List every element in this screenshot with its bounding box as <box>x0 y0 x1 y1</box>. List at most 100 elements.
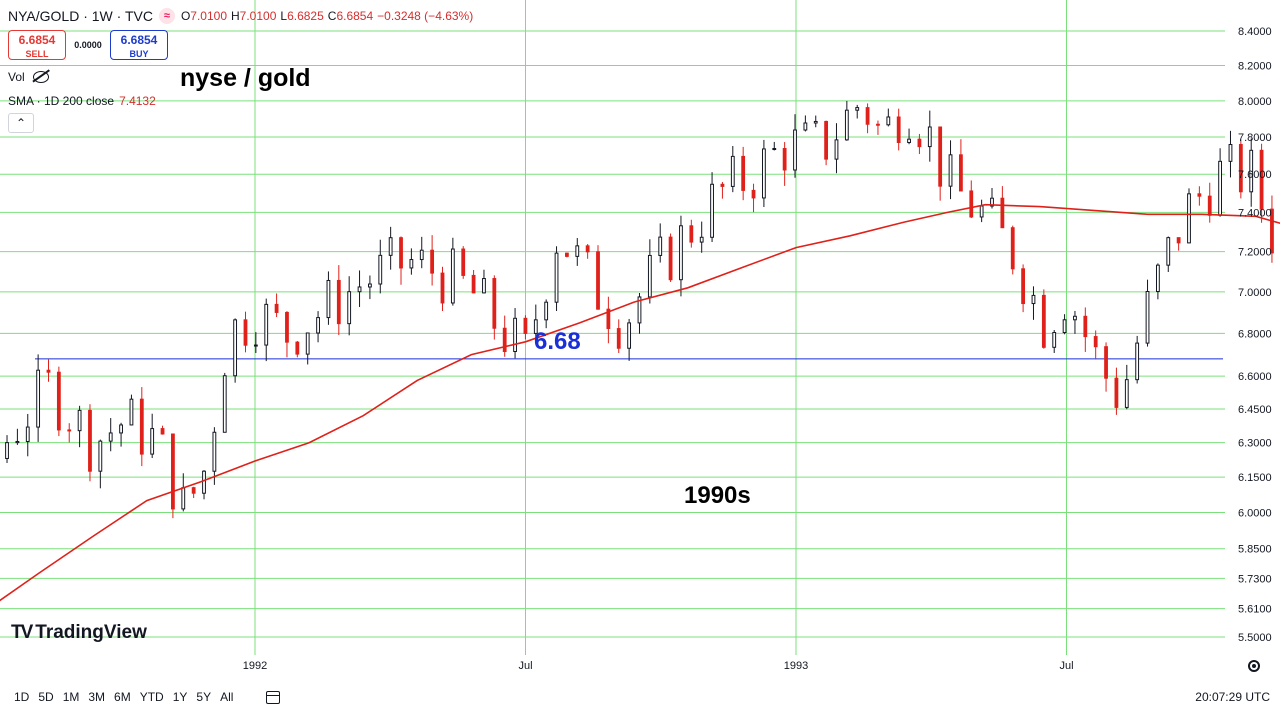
x-tick-label: 1993 <box>784 660 808 672</box>
sell-price: 6.6854 <box>18 33 56 47</box>
compare-icon[interactable]: ≈ <box>158 8 175 24</box>
candle-body <box>647 254 652 298</box>
sell-label: SELL <box>25 49 49 59</box>
candle-body <box>1270 208 1274 254</box>
candle <box>285 311 289 358</box>
range-button-ytd[interactable]: YTD <box>139 690 164 704</box>
candle-body <box>326 279 331 319</box>
range-button-6m[interactable]: 6M <box>114 690 131 704</box>
eye-hidden-icon[interactable] <box>32 71 49 83</box>
sell-button[interactable]: 6.6854 SELL <box>8 30 66 60</box>
y-tick-label: 7.2000 <box>1238 247 1272 259</box>
utc-clock: 20:07:29 UTC <box>1195 690 1270 704</box>
candle-body <box>585 245 590 253</box>
tradingview-logo[interactable]: TV TradingView <box>11 622 147 644</box>
candle-body <box>1114 377 1119 408</box>
candle-body <box>1010 227 1015 270</box>
candle <box>876 120 880 135</box>
sma-indicator-legend[interactable]: SMA · 1D 200 close 7.4132 <box>8 94 156 108</box>
candle <box>150 413 155 459</box>
candle-body <box>285 311 289 343</box>
candle <box>834 123 839 174</box>
volume-indicator-legend[interactable]: Vol <box>8 70 49 84</box>
candle <box>98 439 103 489</box>
candle <box>1083 307 1088 352</box>
candle-body <box>67 429 72 432</box>
candle <box>5 435 9 464</box>
range-button-1d[interactable]: 1D <box>14 690 30 704</box>
candle-body <box>990 197 994 207</box>
candle <box>585 244 590 259</box>
candle <box>129 394 134 426</box>
candle <box>1031 286 1036 320</box>
candle <box>1228 130 1233 178</box>
range-button-5y[interactable]: 5Y <box>196 690 212 704</box>
candle-body <box>181 487 186 510</box>
sma-label: SMA · 1D 200 close <box>8 94 115 108</box>
candle-body <box>616 328 621 349</box>
candle <box>119 422 123 447</box>
time-axis[interactable]: Jul1992Jul1993Jul1994Jul1995Jul <box>0 660 1280 672</box>
candle-body <box>1104 346 1108 379</box>
candle-body <box>274 303 279 313</box>
candle <box>523 315 528 340</box>
x-tick-label: Jul <box>518 660 532 672</box>
chevron-up-icon[interactable]: ⌃ <box>8 113 34 133</box>
buy-button[interactable]: 6.6854 BUY <box>110 30 168 60</box>
candle <box>388 226 393 270</box>
candle <box>855 104 860 119</box>
candle <box>803 115 808 132</box>
candle-body <box>741 155 746 191</box>
candle <box>471 270 476 294</box>
candle <box>336 265 341 336</box>
gear-icon[interactable] <box>1248 660 1260 672</box>
candle <box>699 221 704 253</box>
candle-body <box>948 154 953 187</box>
candle-body <box>430 249 435 274</box>
candle-series <box>5 100 1274 519</box>
y-tick-label: 8.0000 <box>1238 96 1272 108</box>
trade-panel: 6.6854 SELL 0.0000 6.6854 BUY <box>8 30 168 60</box>
y-tick-label: 7.8000 <box>1238 132 1272 144</box>
candle <box>917 133 922 155</box>
candle-body <box>834 139 839 160</box>
candle <box>958 139 963 192</box>
candle <box>1166 236 1171 273</box>
candle-body <box>1238 144 1243 193</box>
price-axis[interactable]: 5.5000 5.6100 5.7300 5.8500 6.0000 6.1500 6.30… <box>1238 26 1272 644</box>
candle-body <box>679 225 683 281</box>
candle-body <box>969 190 974 218</box>
range-button-1m[interactable]: 1M <box>62 690 80 704</box>
candle-body <box>844 109 849 141</box>
candle <box>409 248 414 275</box>
candle-body <box>1207 195 1212 216</box>
candle <box>606 296 611 344</box>
candle <box>751 183 756 213</box>
candle-body <box>751 189 756 199</box>
candle <box>1093 330 1098 360</box>
symbol-title[interactable]: NYA/GOLD · 1W · TVC <box>8 8 153 24</box>
candle-body <box>824 120 829 160</box>
candle <box>1176 237 1181 251</box>
candle-body <box>927 126 932 148</box>
range-button-3m[interactable]: 3M <box>88 690 106 704</box>
range-button-1y[interactable]: 1Y <box>172 690 188 704</box>
candle-body <box>1218 160 1223 216</box>
candle-body <box>160 428 165 435</box>
ohlc-key: L <box>280 9 288 23</box>
range-button-all[interactable]: All <box>220 690 234 704</box>
candle-body <box>979 205 984 218</box>
ohlc-value: 7.0100 <box>190 9 227 23</box>
candle <box>316 311 320 343</box>
candle <box>689 219 694 248</box>
candle <box>948 140 953 200</box>
sma-line <box>0 203 1280 602</box>
range-button-5d[interactable]: 5D <box>38 690 54 704</box>
candle-body <box>606 308 611 330</box>
calendar-icon[interactable] <box>266 690 281 704</box>
candle <box>264 298 269 362</box>
candle <box>46 359 51 382</box>
candle <box>886 108 891 127</box>
candle-body <box>813 120 818 124</box>
